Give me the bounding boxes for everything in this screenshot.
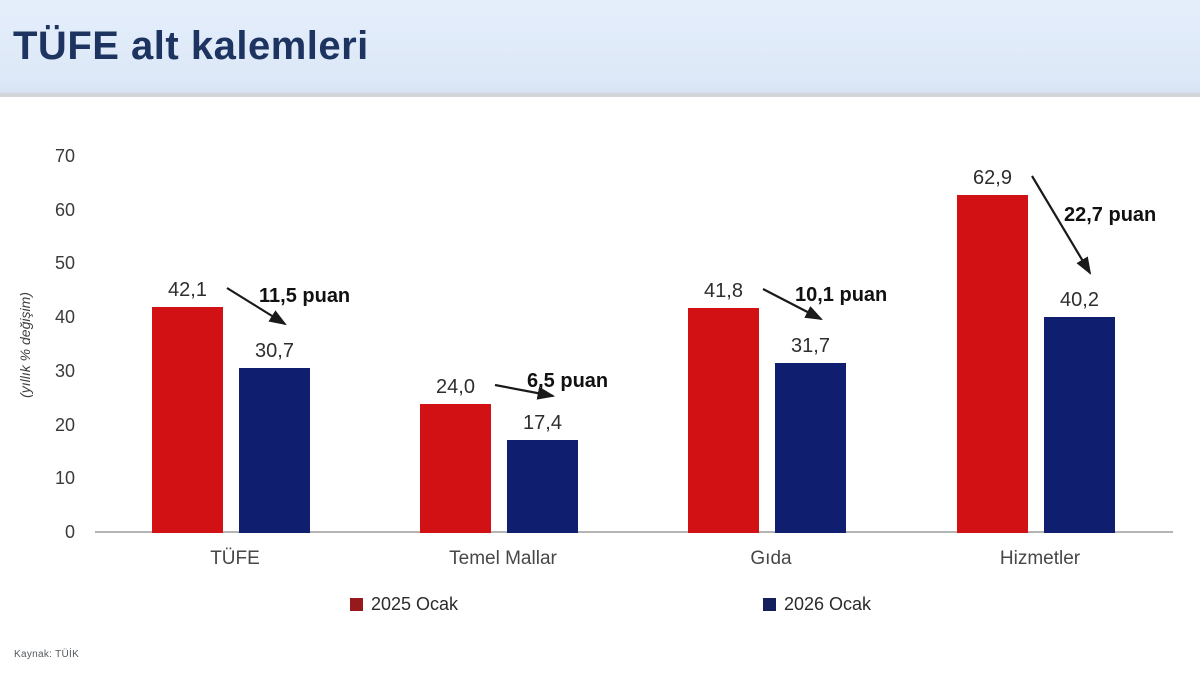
y-tick-label: 0 bbox=[64, 522, 75, 542]
bar-2025-ocak bbox=[420, 404, 491, 533]
bar-2026-ocak bbox=[239, 368, 310, 533]
slide-header: TÜFE alt kalemleri bbox=[0, 0, 1200, 97]
bar-2025-ocak bbox=[688, 308, 759, 533]
value-label: 40,2 bbox=[1060, 289, 1099, 311]
source-note: Kaynak: TÜİK bbox=[14, 649, 80, 660]
bar-2025-ocak bbox=[152, 307, 223, 533]
annotation-label: 10,1 puan bbox=[795, 284, 888, 306]
x-axis-line bbox=[95, 531, 1173, 533]
bar-2026-ocak bbox=[507, 440, 578, 533]
value-label: 24,0 bbox=[436, 376, 475, 398]
y-tick-label: 50 bbox=[54, 253, 75, 273]
y-tick-label: 70 bbox=[54, 146, 75, 166]
page-title: TÜFE alt kalemleri bbox=[13, 24, 369, 68]
category-label: TÜFE bbox=[210, 548, 260, 569]
category-label: Temel Mallar bbox=[449, 548, 557, 569]
value-label: 62,9 bbox=[973, 167, 1012, 189]
legend-item: 2026 Ocak bbox=[763, 594, 871, 615]
legend-label: 2025 Ocak bbox=[371, 594, 459, 614]
y-tick-label: 60 bbox=[54, 200, 75, 220]
category-label: Hizmetler bbox=[999, 548, 1081, 569]
value-label: 42,1 bbox=[168, 279, 207, 301]
bar-2026-ocak bbox=[1044, 317, 1115, 533]
bar-2026-ocak bbox=[775, 363, 846, 533]
annotation-label: 11,5 puan bbox=[259, 285, 351, 307]
legend-label: 2026 Ocak bbox=[784, 594, 872, 614]
value-label: 17,4 bbox=[523, 412, 562, 434]
category-label: Gıda bbox=[750, 548, 792, 569]
legend-swatch-icon bbox=[763, 598, 776, 611]
y-tick-label: 40 bbox=[54, 307, 75, 327]
value-label: 41,8 bbox=[704, 280, 743, 302]
bar-2025-ocak bbox=[957, 195, 1028, 533]
legend-item: 2025 Ocak bbox=[350, 594, 458, 615]
legend-swatch-icon bbox=[350, 598, 363, 611]
value-label: 30,7 bbox=[255, 340, 294, 362]
y-tick-label: 10 bbox=[54, 468, 75, 488]
y-tick-label: 20 bbox=[54, 415, 75, 435]
annotation-label: 6,5 puan bbox=[527, 370, 609, 392]
value-label: 31,7 bbox=[791, 335, 830, 357]
annotation-label: 22,7 puan bbox=[1064, 204, 1157, 226]
y-tick-label: 30 bbox=[54, 361, 75, 381]
